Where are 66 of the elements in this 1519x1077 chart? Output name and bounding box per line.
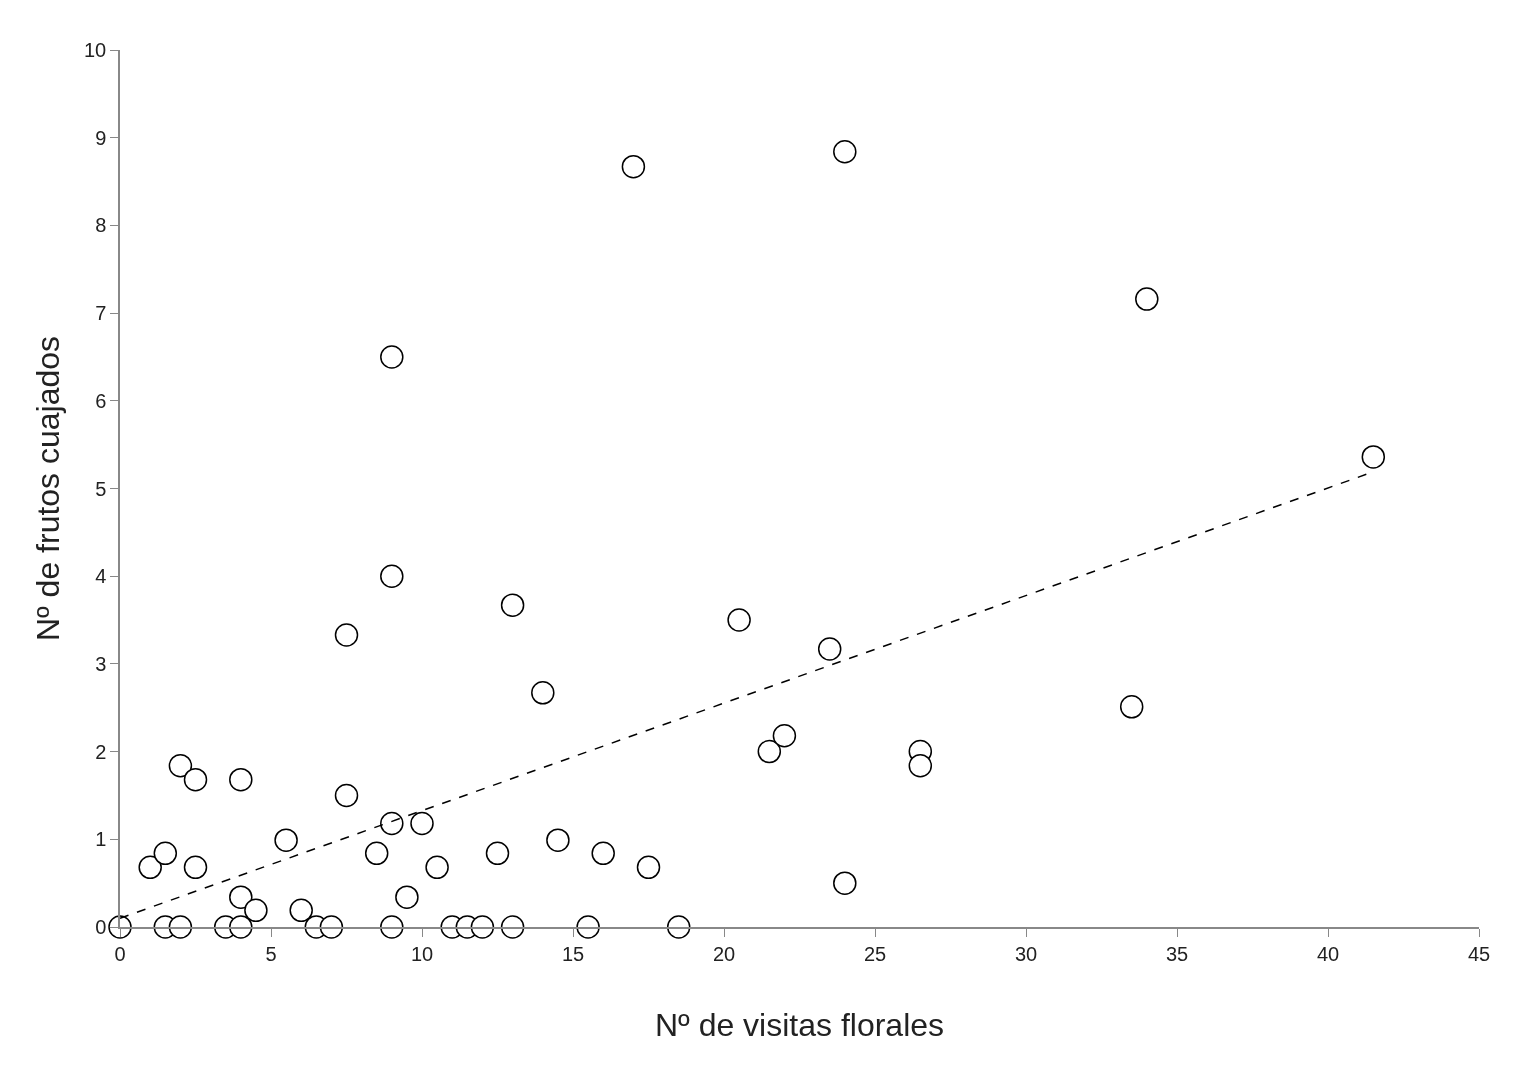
point (576, 915, 600, 939)
y-tick-label: 8 (95, 214, 107, 237)
point (500, 915, 525, 939)
point (833, 139, 857, 164)
point (817, 637, 842, 661)
y-axis-title: Nº de frutos cuajados (29, 335, 66, 642)
point (274, 828, 298, 852)
x-tick-label: 5 (265, 942, 277, 965)
point (772, 724, 797, 748)
point (380, 345, 404, 369)
point (470, 915, 495, 939)
point (244, 898, 268, 923)
point (1361, 445, 1386, 469)
y-tick-label: 6 (95, 389, 107, 412)
point (727, 608, 751, 632)
point (183, 855, 208, 880)
y-tick-label: 5 (95, 477, 107, 500)
x-tick-label: 30 (1014, 942, 1038, 965)
point (334, 783, 359, 808)
point (546, 828, 570, 852)
point (380, 811, 404, 836)
x-tick-label: 0 (114, 942, 126, 965)
point (500, 593, 525, 617)
point (380, 564, 404, 588)
point (485, 841, 510, 866)
point (319, 915, 344, 939)
x-tick-label: 35 (1165, 942, 1189, 965)
point (168, 753, 193, 778)
point (531, 681, 555, 705)
point (908, 753, 933, 778)
y-tick-label: 3 (95, 652, 107, 675)
point (289, 898, 313, 923)
point (153, 841, 178, 866)
point (364, 841, 389, 866)
x-tick-label: 10 (410, 942, 434, 965)
point (425, 855, 449, 880)
x-tick-label: 15 (561, 942, 585, 965)
point (636, 855, 661, 880)
point (138, 855, 162, 880)
x-tick-label: 45 (1467, 942, 1491, 965)
point (334, 623, 359, 647)
point (229, 885, 253, 909)
point (591, 841, 615, 866)
y-tick-label: 0 (95, 916, 107, 938)
point (380, 915, 404, 939)
x-tick-label: 20 (712, 942, 736, 965)
y-tick-label: 4 (95, 565, 107, 588)
point (395, 885, 419, 909)
point (666, 915, 691, 939)
point (410, 811, 434, 836)
y-tick-label: 9 (95, 126, 107, 149)
x-tick-label: 40 (1316, 942, 1340, 965)
point (229, 767, 253, 792)
y-tick-label: 10 (84, 39, 107, 61)
point (757, 739, 782, 764)
point (168, 915, 193, 939)
point (1135, 287, 1159, 311)
point (621, 154, 646, 179)
x-axis-title: Nº de visitas florales (654, 1007, 945, 1044)
y-tick-label: 1 (95, 828, 107, 851)
point (833, 871, 857, 895)
point (183, 767, 208, 792)
point (1119, 695, 1144, 719)
x-tick-label: 25 (863, 942, 887, 965)
y-tick-label: 2 (95, 740, 107, 763)
y-tick-label: 7 (95, 302, 107, 325)
